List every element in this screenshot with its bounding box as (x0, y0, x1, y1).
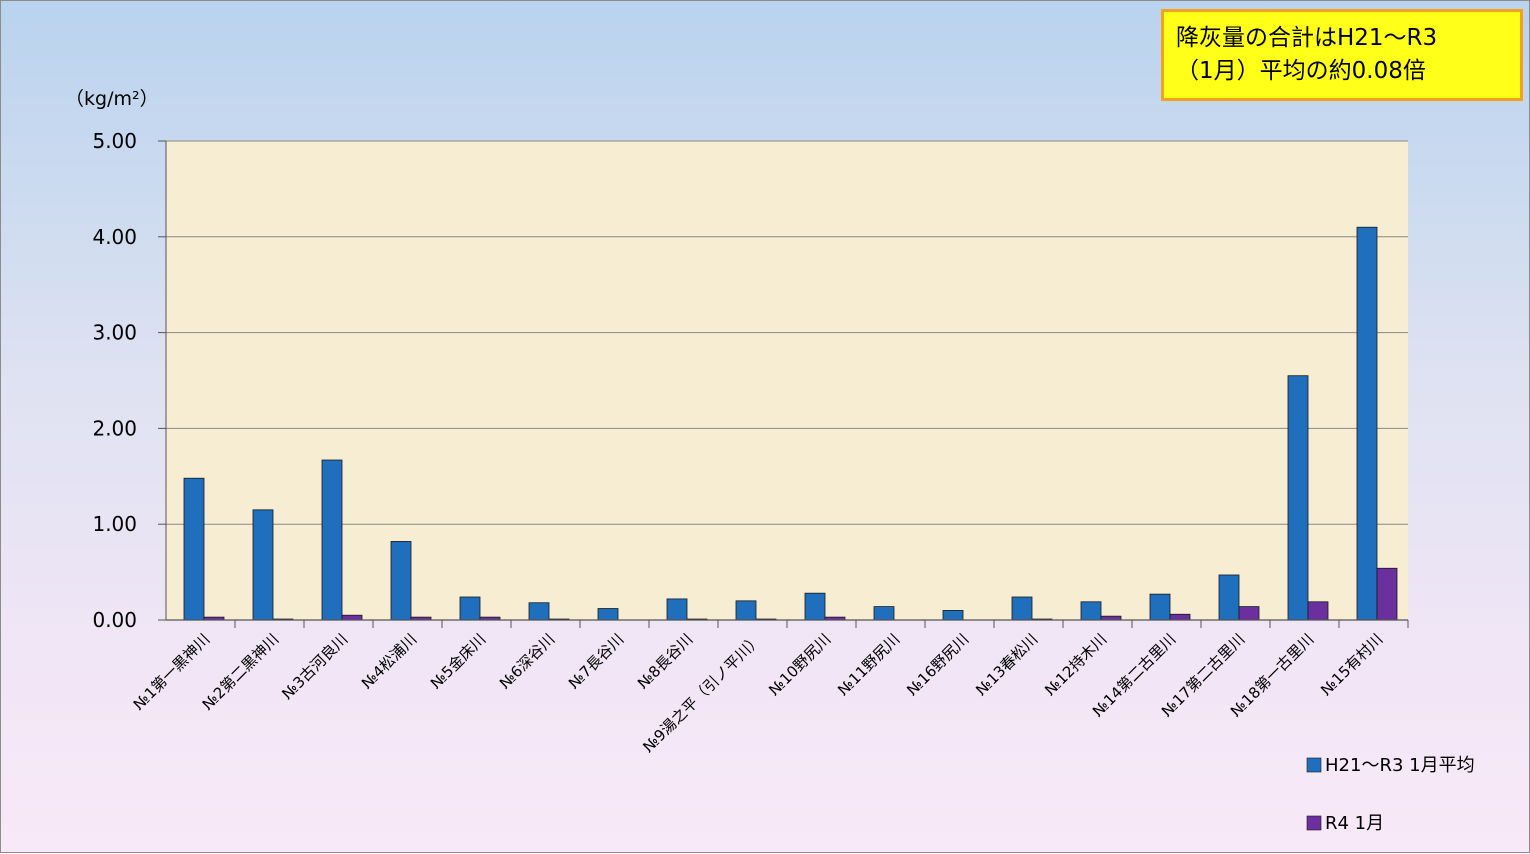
legend-swatch (1306, 815, 1322, 831)
x-category-label: №9湯之平（引ノ平川） (639, 630, 765, 756)
legend: H21〜R3 1月平均 R4 1月 (1306, 755, 1475, 834)
y-tick-label: 3.00 (92, 321, 137, 345)
gridlines (158, 140, 1408, 621)
x-category-label: №3古河良川 (278, 630, 351, 703)
bar-h21-r3-average (597, 608, 619, 621)
x-category-label: №10野尻川 (765, 630, 834, 699)
legend-label: R4 1月 (1325, 813, 1384, 834)
bar-r4-january (1169, 613, 1191, 621)
x-category-label: №16野尻川 (903, 630, 972, 699)
x-category-label: №6深谷川 (496, 630, 558, 692)
y-tick-label: 4.00 (92, 225, 137, 249)
bar-h21-r3-average (321, 459, 343, 621)
y-axis-label: （kg/m²） (65, 88, 159, 110)
x-category-label: №12持木川 (1041, 630, 1110, 699)
bar-r4-january (341, 614, 363, 621)
bar-h21-r3-average (390, 541, 412, 621)
annotation-box: 降灰量の合計はH21〜R3 （1月）平均の約0.08倍 (1161, 9, 1523, 101)
bar-h21-r3-average (666, 598, 688, 621)
y-tick-label: 5.00 (92, 129, 137, 153)
bar-h21-r3-average (1080, 601, 1102, 621)
bars (183, 226, 1398, 621)
bar-r4-january (1376, 567, 1398, 621)
bar-h21-r3-average (1287, 375, 1309, 621)
bar-h21-r3-average (1218, 574, 1240, 621)
bar-r4-january (1238, 606, 1260, 621)
x-category-label: №11野尻川 (834, 630, 903, 699)
bar-r4-january (1307, 601, 1329, 621)
axes (165, 141, 1409, 628)
bar-h21-r3-average (735, 600, 757, 621)
bar-h21-r3-average (1011, 596, 1033, 621)
x-category-label: №7長谷川 (565, 630, 627, 692)
bar-h21-r3-average (183, 477, 205, 621)
bar-h21-r3-average (459, 596, 481, 621)
bar-h21-r3-average (1356, 226, 1378, 621)
legend-swatch (1306, 757, 1322, 773)
bar-h21-r3-average (873, 606, 895, 621)
x-category-label: №13春松川 (972, 630, 1041, 699)
x-category-label: №5金床川 (427, 630, 489, 692)
y-tick-label: 2.00 (92, 416, 137, 440)
plot-area (166, 141, 1408, 620)
y-tick-label: 1.00 (92, 512, 137, 536)
bar-h21-r3-average (804, 592, 826, 621)
bar-h21-r3-average (528, 602, 550, 621)
bar-h21-r3-average (252, 509, 274, 621)
x-category-label: №8長谷川 (634, 630, 696, 692)
bar-h21-r3-average (1149, 593, 1171, 621)
bar-h21-r3-average (942, 610, 964, 621)
y-tick-label: 0.00 (92, 608, 137, 632)
legend-label: H21〜R3 1月平均 (1325, 755, 1475, 776)
x-category-label: №15有村川 (1317, 630, 1386, 699)
x-category-label: №4松浦川 (358, 630, 420, 692)
